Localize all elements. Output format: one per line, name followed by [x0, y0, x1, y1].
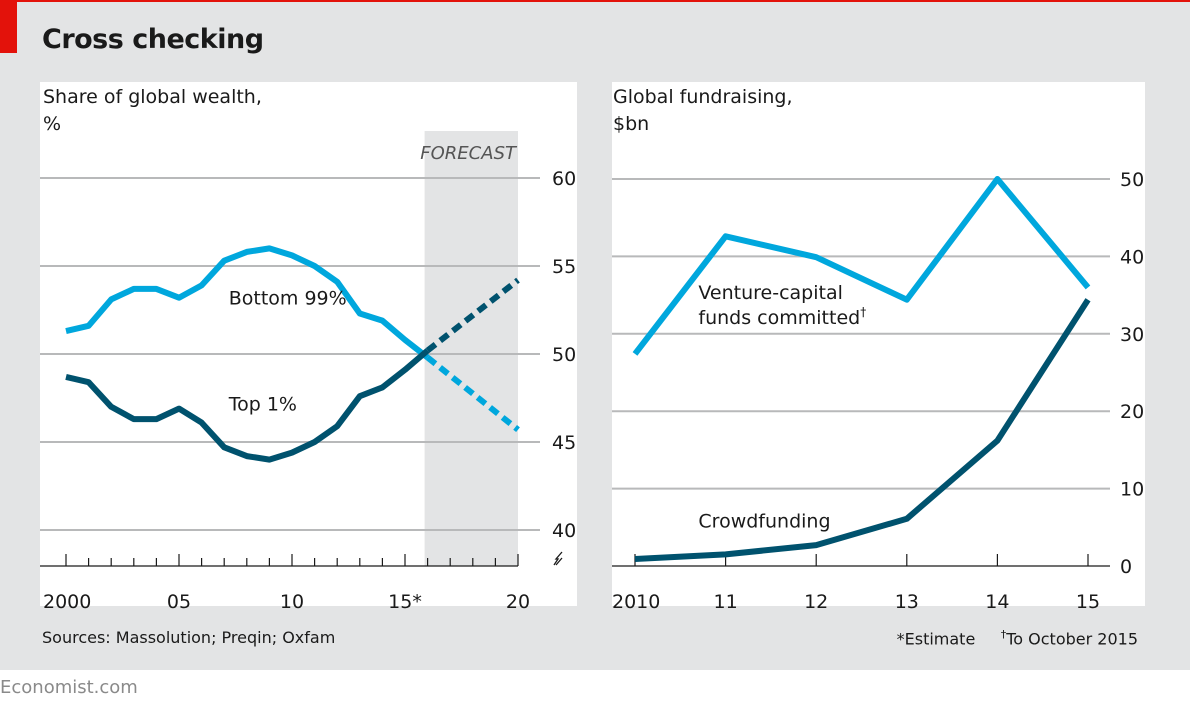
y-tick-label: 20 [1120, 401, 1144, 423]
red-tag [0, 0, 17, 53]
y-tick-label: 30 [1120, 324, 1144, 346]
y-tick-label: 0 [1120, 556, 1132, 578]
x-tick-label: 05 [167, 591, 191, 613]
wealth-unit: % [43, 113, 61, 135]
footnote-mark: † [860, 305, 866, 319]
y-tick-label: 50 [1120, 169, 1144, 191]
series-line [65, 245, 430, 360]
y-tick-label: 45 [552, 432, 576, 454]
x-tick-label: 13 [895, 591, 919, 613]
series-forecast-line [425, 277, 520, 353]
series-line [65, 348, 430, 463]
series-label: Crowdfunding [698, 510, 830, 532]
x-tick-label: 14 [985, 591, 1009, 613]
y-tick-label: 50 [552, 344, 576, 366]
dagger-note: To October 2015 [1006, 629, 1138, 649]
forecast-band [424, 131, 518, 566]
y-tick-label: 40 [1120, 246, 1144, 268]
fundraising-title: Global fundraising, [613, 86, 793, 108]
x-tick-label: 12 [804, 591, 828, 613]
wealth-chart: FORECAST 40 45 50 55 60 2000 05 10 15* 20 Bottom 99… [40, 131, 576, 613]
series-label: funds committed† [698, 305, 866, 329]
chart-title: Cross checking [42, 24, 264, 55]
economist-brand: Economist.com [0, 677, 138, 698]
series-label: Bottom 99% [229, 288, 347, 310]
x-tick-label: 15* [388, 591, 422, 613]
x-tick-label: 10 [280, 591, 304, 613]
y-tick-label: 55 [552, 256, 576, 278]
wealth-title: Share of global wealth, [43, 86, 262, 108]
y-tick-label: 10 [1120, 479, 1144, 501]
sources-note: Sources: Massolution; Preqin; Oxfam [42, 628, 336, 647]
series-line [632, 176, 1091, 356]
x-tick-label: 15 [1076, 591, 1100, 613]
x-tick-label: 2010 [612, 591, 660, 613]
forecast-label: FORECAST [420, 143, 518, 164]
series-label: Venture-capital [698, 282, 843, 304]
x-tick-label: 2000 [43, 591, 91, 613]
fundraising-unit: $bn [613, 113, 649, 135]
series-forecast-line [425, 355, 520, 433]
red-top-rule [0, 0, 1190, 2]
series-label: Top 1% [228, 393, 297, 415]
x-tick-label: 20 [506, 591, 530, 613]
y-tick-label: 60 [552, 168, 576, 190]
dagger-mark: † [1000, 628, 1007, 641]
estimate-note: *Estimate [896, 629, 976, 649]
x-tick-label: 11 [714, 591, 738, 613]
footnotes: *Estimate †To October 2015 [897, 628, 1138, 648]
series-line [634, 298, 1091, 562]
fundraising-chart: 0 10 20 30 40 50 2010 11 12 13 14 15 Venture-capital… [612, 169, 1144, 613]
axis-break-icon [553, 551, 563, 566]
y-tick-label: 40 [552, 520, 576, 542]
